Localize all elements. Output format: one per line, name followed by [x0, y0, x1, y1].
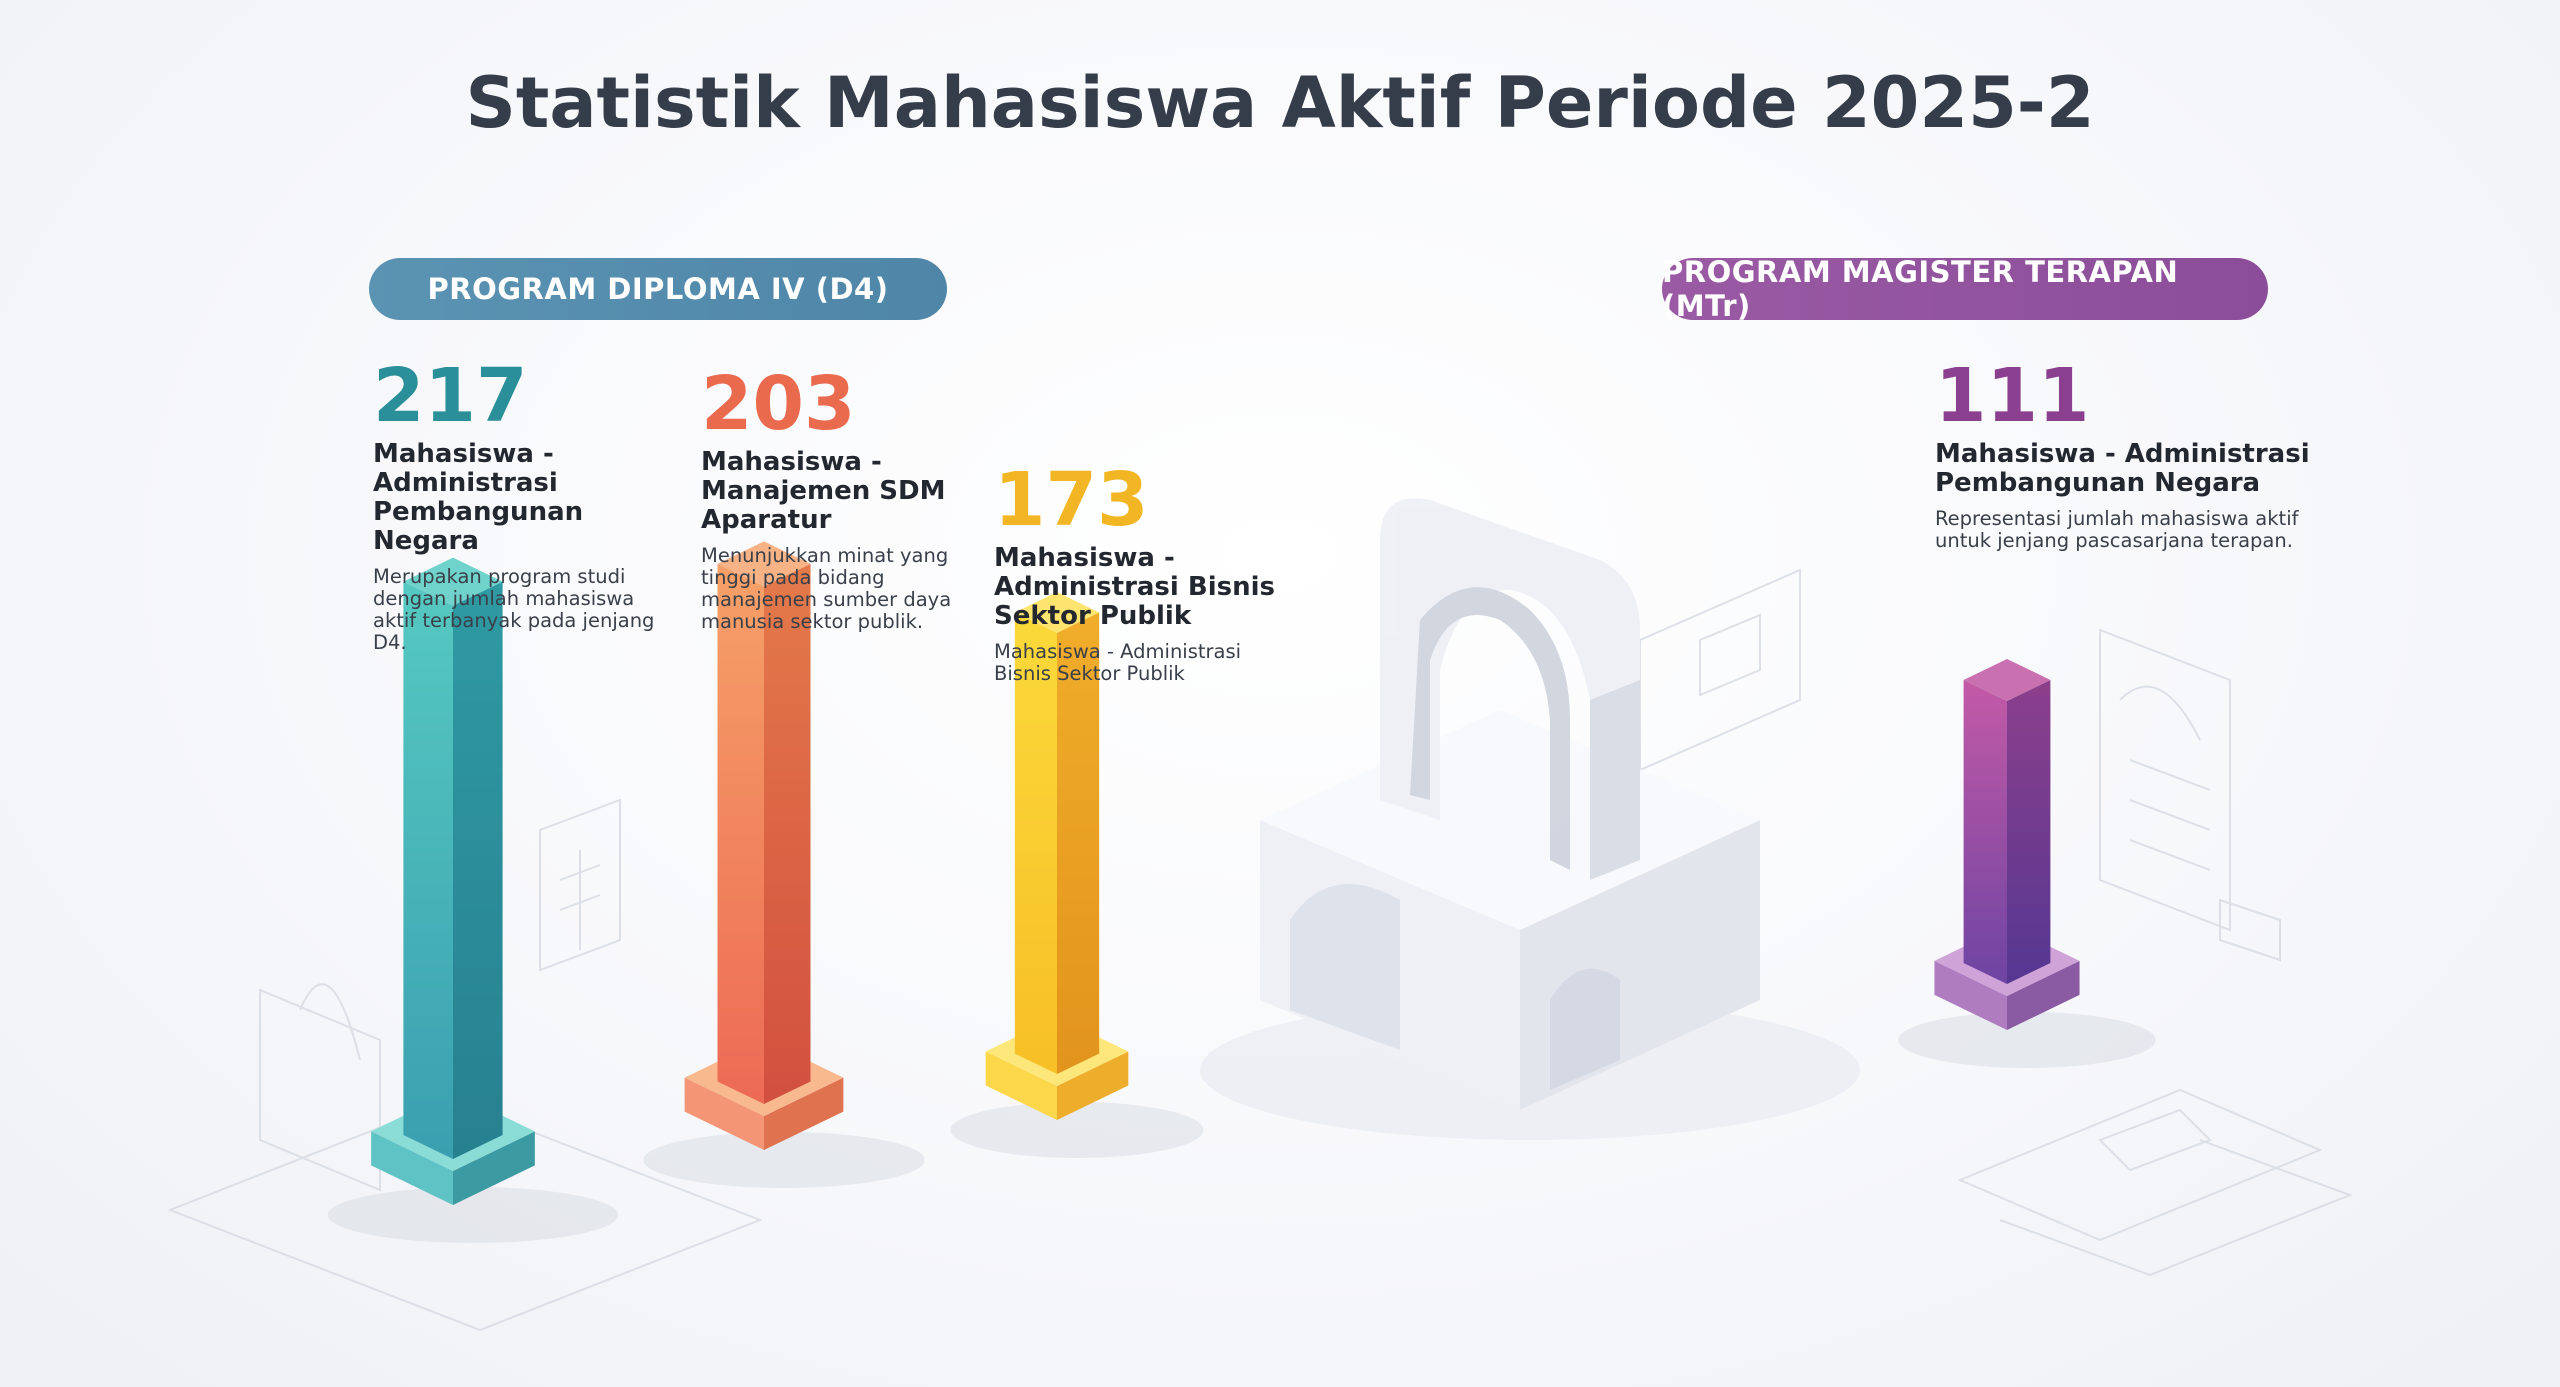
- category-label: Mahasiswa - Administrasi Pembangunan Neg…: [1935, 439, 2310, 498]
- bar-0-top: [403, 557, 503, 606]
- bars-layer: [327, 541, 2156, 1243]
- description: Merupakan program studi dengan jumlah ma…: [373, 565, 655, 654]
- bar-pedestal-1-side: [764, 1077, 844, 1150]
- description: Representasi jumlah mahasiswa aktif untu…: [1935, 507, 2299, 552]
- bar-pedestal-2-front: [985, 1051, 1057, 1120]
- group-label-d4: PROGRAM DIPLOMA IV (D4): [369, 258, 947, 320]
- bar-0-side: [453, 581, 503, 1159]
- bar-pedestal-3-side: [2007, 960, 2080, 1030]
- data-label: 217: [373, 353, 528, 439]
- description: Menunjukkan minat yang tinggi pada bidan…: [701, 544, 952, 633]
- stat-card-absp: 173 Mahasiswa - Administrasi Bisnis Sekt…: [994, 460, 1284, 685]
- page-title: Statistik Mahasiswa Aktif Periode 2025-2: [465, 62, 2095, 144]
- bar-pedestal-3-front: [1934, 960, 2007, 1030]
- bar-2-top: [1014, 592, 1100, 633]
- bar-3-top: [1963, 658, 2051, 701]
- bar-3-side: [2007, 679, 2051, 984]
- category-label: Mahasiswa - Administrasi Pembangunan Neg…: [373, 439, 584, 556]
- category-label: Mahasiswa - Manajemen SDM Aparatur: [701, 447, 946, 535]
- bar-0-front: [403, 581, 453, 1159]
- stat-card-apn-d4: 217 Mahasiswa - Administrasi Pembangunan…: [373, 356, 673, 654]
- group-label-mtr: PROGRAM MAGISTER TERAPAN (MTr): [1662, 255, 2268, 323]
- bar-pedestal-0-front: [371, 1131, 453, 1205]
- data-label: 111: [1935, 353, 2090, 439]
- bar-3-front: [1963, 679, 2007, 984]
- bar-pedestal-2-side: [1057, 1051, 1129, 1120]
- bar-shadow: [643, 1132, 925, 1188]
- monument-illustration: [1200, 498, 1860, 1140]
- bar-1-side: [764, 563, 811, 1104]
- description: Mahasiswa - Administrasi Bisnis Sektor P…: [994, 640, 1242, 685]
- bar-shadow: [327, 1187, 619, 1243]
- bar-1-front: [717, 563, 764, 1104]
- bar-pedestal-1-front: [684, 1077, 764, 1150]
- bar-2-front: [1014, 612, 1057, 1074]
- data-label: 203: [701, 361, 856, 447]
- bar-shadow: [950, 1102, 1204, 1158]
- category-label: Mahasiswa - Administrasi Bisnis Sektor P…: [994, 543, 1275, 631]
- stat-card-apn-mtr: 111 Mahasiswa - Administrasi Pembangunan…: [1935, 356, 2335, 552]
- stat-card-msdma: 203 Mahasiswa - Manajemen SDM Aparatur M…: [701, 364, 961, 633]
- bar-pedestal-0-side: [453, 1131, 535, 1205]
- bar-2-side: [1057, 612, 1100, 1074]
- bar-shadow: [1898, 1012, 2156, 1068]
- data-label: 173: [994, 457, 1149, 543]
- bar-1-top: [717, 541, 811, 587]
- decorative-lineart: [167, 568, 2353, 1332]
